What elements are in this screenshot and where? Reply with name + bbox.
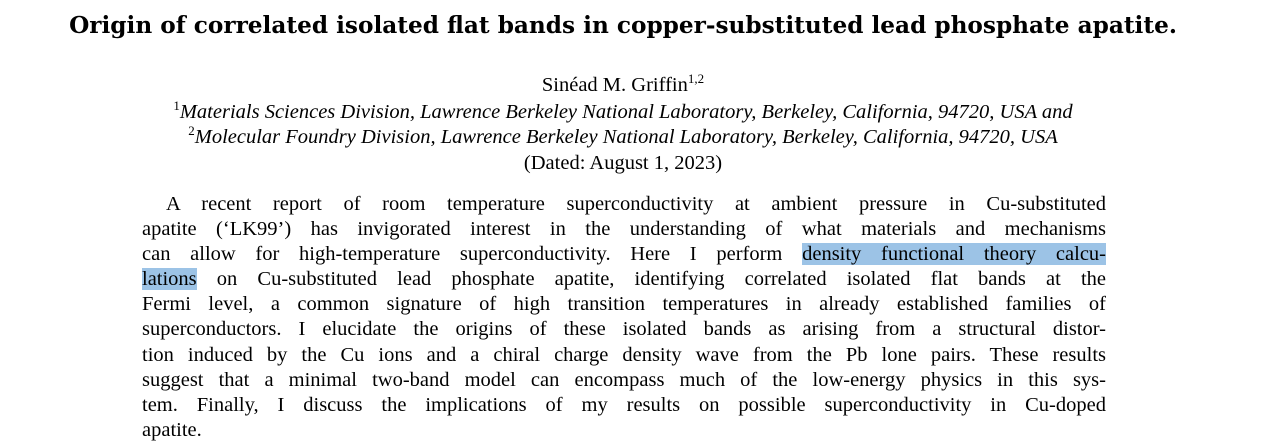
affiliation-2-mark: 2 [188, 123, 195, 138]
date-line: (Dated: August 1, 2023) [523, 152, 723, 174]
abstract-line: A recent report of room temperature supe… [166, 193, 1106, 215]
abstract-text: can allow for high-temperature supercond… [142, 243, 803, 266]
author-name: Sinéad M. Griffin [541, 74, 688, 96]
abstract-line: suggest that a minimal two-band model ca… [142, 368, 1106, 391]
abstract-line: lations on Cu-substituted lead phosphate… [142, 267, 1106, 292]
abstract-line: tem. Finally, I discuss the implications… [142, 393, 1106, 416]
abstract-line: apatite. [142, 418, 202, 441]
abstract-line: can allow for high-temperature supercond… [142, 242, 1106, 267]
author-line: Sinéad M. Griffin1,2 [0, 72, 1246, 98]
text-selection-highlight[interactable]: lations [142, 268, 197, 291]
abstract-line: tion induced by the Cu ions and a chiral… [142, 343, 1106, 366]
paper-title: Origin of correlated isolated flat bands… [69, 12, 1177, 39]
abstract-line: superconductors. I elucidate the origins… [142, 318, 1106, 341]
abstract-line: Fermi level, a common signature of high … [142, 293, 1106, 316]
abstract[interactable]: A recent report of room temperature supe… [142, 192, 1106, 443]
abstract-text: on Cu-substituted lead phosphate apatite… [196, 268, 1106, 291]
affiliation-1-mark: 1 [173, 98, 180, 113]
affiliation-1-text: Materials Sciences Division, Lawrence Be… [179, 101, 1073, 123]
affiliation-2-text: Molecular Foundry Division, Lawrence Ber… [194, 126, 1058, 148]
affiliation-2: 2Molecular Foundry Division, Lawrence Be… [0, 124, 1246, 150]
author-affiliation-marks: 1,2 [687, 71, 705, 86]
text-selection-highlight[interactable]: density functional theory calcu- [802, 243, 1106, 266]
abstract-line: apatite (‘LK99’) has invigorated interes… [142, 218, 1106, 241]
affiliation-1: 1Materials Sciences Division, Lawrence B… [0, 99, 1246, 125]
